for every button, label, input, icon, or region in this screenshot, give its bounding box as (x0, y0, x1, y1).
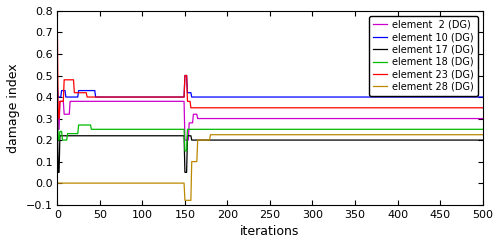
element 10 (DG) (408, 96, 414, 98)
element 18 (DG) (160, 128, 166, 131)
element  2 (DG) (480, 117, 486, 120)
element 28 (DG) (178, 182, 184, 184)
element 28 (DG) (182, 199, 188, 202)
element 18 (DG) (334, 128, 340, 131)
element 17 (DG) (329, 139, 335, 142)
element 17 (DG) (334, 139, 340, 142)
element 28 (DG) (208, 133, 214, 136)
Line: element 23 (DG): element 23 (DG) (58, 28, 482, 119)
element 10 (DG) (54, 85, 60, 88)
element 23 (DG) (210, 106, 216, 109)
element 17 (DG) (54, 117, 60, 120)
element 28 (DG) (335, 133, 341, 136)
element 10 (DG) (55, 96, 61, 98)
element  2 (DG) (210, 117, 216, 120)
element 10 (DG) (480, 96, 486, 98)
element 23 (DG) (480, 106, 486, 109)
Y-axis label: damage index: damage index (7, 63, 20, 153)
element 28 (DG) (211, 133, 217, 136)
Line: element 18 (DG): element 18 (DG) (58, 119, 482, 151)
element 17 (DG) (55, 171, 61, 174)
element 23 (DG) (160, 96, 166, 98)
element 28 (DG) (480, 133, 486, 136)
element 18 (DG) (210, 128, 216, 131)
element 10 (DG) (178, 96, 184, 98)
element 23 (DG) (54, 27, 60, 30)
element 18 (DG) (480, 128, 486, 131)
element 18 (DG) (178, 128, 184, 131)
element 17 (DG) (480, 139, 486, 142)
element 28 (DG) (54, 182, 60, 184)
element 17 (DG) (178, 134, 184, 137)
element 10 (DG) (330, 96, 336, 98)
element 10 (DG) (335, 96, 341, 98)
element 17 (DG) (408, 139, 414, 142)
element  2 (DG) (408, 117, 414, 120)
element 23 (DG) (408, 106, 414, 109)
Line: element 10 (DG): element 10 (DG) (58, 75, 482, 97)
Line: element 17 (DG): element 17 (DG) (58, 119, 482, 172)
Line: element 28 (DG): element 28 (DG) (58, 135, 482, 200)
Legend: element  2 (DG), element 10 (DG), element 17 (DG), element 18 (DG), element 23 (: element 2 (DG), element 10 (DG), element… (368, 16, 478, 96)
element  2 (DG) (329, 117, 335, 120)
element 18 (DG) (329, 128, 335, 131)
element  2 (DG) (178, 100, 184, 103)
element 23 (DG) (178, 96, 184, 98)
element 23 (DG) (329, 106, 335, 109)
element 28 (DG) (330, 133, 336, 136)
element  2 (DG) (334, 117, 340, 120)
element 18 (DG) (54, 117, 60, 120)
element 23 (DG) (334, 106, 340, 109)
element  2 (DG) (182, 139, 188, 142)
X-axis label: iterations: iterations (240, 225, 300, 238)
element  2 (DG) (160, 100, 166, 103)
element 17 (DG) (160, 134, 166, 137)
element 28 (DG) (408, 133, 414, 136)
element 17 (DG) (210, 139, 216, 142)
element 18 (DG) (182, 149, 188, 152)
element  2 (DG) (54, 96, 60, 98)
element 23 (DG) (55, 117, 61, 120)
element 10 (DG) (160, 96, 166, 98)
element 28 (DG) (160, 182, 166, 184)
element 18 (DG) (408, 128, 414, 131)
element 10 (DG) (211, 96, 217, 98)
Line: element  2 (DG): element 2 (DG) (58, 97, 482, 140)
element 10 (DG) (182, 74, 188, 77)
